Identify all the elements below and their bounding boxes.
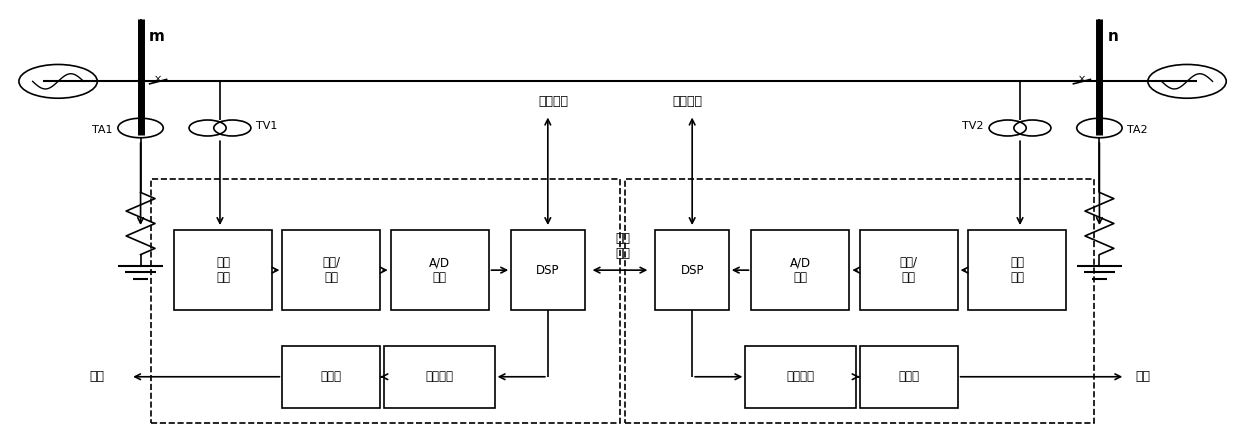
Bar xyxy=(625,179,1094,423)
Text: ×: × xyxy=(1078,74,1086,84)
Bar xyxy=(745,346,856,408)
Bar xyxy=(391,230,489,310)
Text: TV1: TV1 xyxy=(255,121,278,131)
Text: 继电器: 继电器 xyxy=(321,370,342,383)
Bar xyxy=(859,230,957,310)
Text: 采样/
保持: 采样/ 保持 xyxy=(900,256,918,284)
Text: 出口: 出口 xyxy=(1136,370,1151,383)
Text: 出口: 出口 xyxy=(89,370,104,383)
Text: DSP: DSP xyxy=(681,264,704,277)
Text: n: n xyxy=(1107,30,1118,44)
Text: 信号
调理: 信号 调理 xyxy=(1009,256,1024,284)
Bar xyxy=(656,230,729,310)
Text: 光电隔离: 光电隔离 xyxy=(425,370,454,383)
Text: m: m xyxy=(149,30,165,44)
Text: TA1: TA1 xyxy=(92,125,113,135)
Text: 信号
调理: 信号 调理 xyxy=(216,256,231,284)
Text: DSP: DSP xyxy=(536,264,559,277)
Bar xyxy=(151,179,620,423)
Text: ×: × xyxy=(154,74,162,84)
Bar xyxy=(859,346,957,408)
Text: 人机对话: 人机对话 xyxy=(672,95,702,108)
Text: A/D
转换: A/D 转换 xyxy=(429,256,450,284)
Text: 光电隔离: 光电隔离 xyxy=(786,370,815,383)
Text: 采样/
保持: 采样/ 保持 xyxy=(322,256,340,284)
Text: 人机对话: 人机对话 xyxy=(538,95,568,108)
Text: TA2: TA2 xyxy=(1127,125,1148,135)
Text: A/D
转换: A/D 转换 xyxy=(790,256,811,284)
Text: 光纤
通信: 光纤 通信 xyxy=(615,232,630,260)
Text: 继电器: 继电器 xyxy=(898,370,919,383)
Bar xyxy=(283,230,381,310)
Bar xyxy=(511,230,584,310)
Bar xyxy=(283,346,381,408)
Bar xyxy=(751,230,849,310)
Text: TV2: TV2 xyxy=(962,121,985,131)
Bar xyxy=(384,346,495,408)
Bar xyxy=(968,230,1066,310)
Bar xyxy=(174,230,272,310)
